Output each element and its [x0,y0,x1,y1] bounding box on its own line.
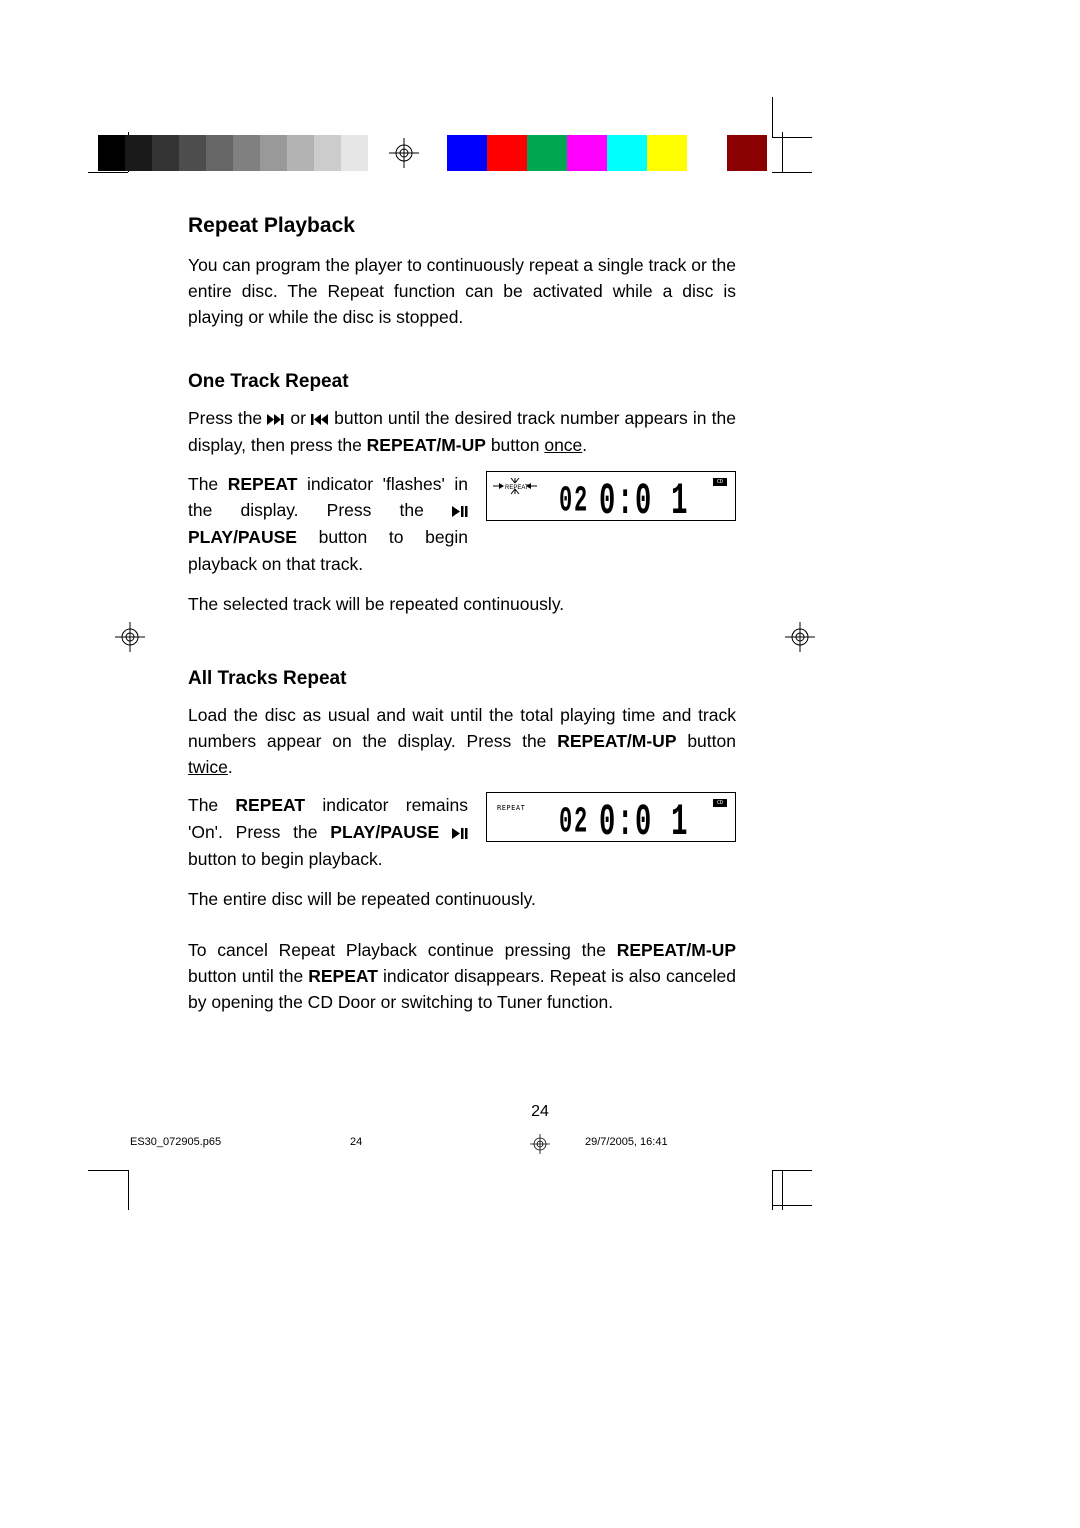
footer-page: 24 [350,1136,362,1148]
row-all-tracks-lcd: The REPEAT indicator remains 'On'. Press… [188,792,736,872]
text: The [188,474,228,494]
row-one-track-lcd: The REPEAT indicator 'flashes' in the di… [188,471,736,577]
lcd-cd-indicator: CD [713,799,727,807]
one-track-p2: The REPEAT indicator 'flashes' in the di… [188,471,468,577]
swatch [341,135,368,171]
page-content: Repeat Playback You can program the play… [188,210,736,1027]
swatch [98,135,125,171]
swatch [567,135,607,171]
text: To cancel Repeat Playback continue press… [188,940,617,960]
swatch [314,135,341,171]
all-tracks-p1: Load the disc as usual and wait until th… [188,702,736,781]
play-pause-label: PLAY/PAUSE [330,822,439,842]
swatch [233,135,260,171]
crop-mark [782,1170,783,1210]
repeat-mup-label: REPEAT/M-UP [557,731,676,751]
lcd-track: 02 [559,482,594,521]
page-number: 24 [0,1103,1080,1121]
crop-mark [772,172,812,173]
repeat-word: REPEAT [235,795,305,815]
lcd-time: 0:0 1 [599,478,705,526]
repeat-word: REPEAT [308,966,378,986]
crop-mark [772,137,812,138]
repeat-mup-label: REPEAT/M-UP [367,435,486,455]
swatch [260,135,287,171]
intro-paragraph: You can program the player to continuous… [188,252,736,331]
text: button [677,731,736,751]
text: or [290,408,311,428]
color-bar [447,135,767,171]
swatch [647,135,687,171]
play-pause-icon [452,820,468,846]
swatch [287,135,314,171]
swatch [687,135,727,171]
one-track-p1: Press the or button until the desired tr… [188,405,736,459]
play-pause-label: PLAY/PAUSE [188,527,297,547]
swatch [487,135,527,171]
lcd-repeat-label: REPEAT [505,485,529,491]
registration-target-icon [389,138,419,168]
repeat-mup-label: REPEAT/M-UP [617,940,736,960]
crop-mark [782,132,783,172]
text: . [582,435,587,455]
swatch [727,135,767,171]
swatch [447,135,487,171]
play-pause-icon [452,498,468,524]
registration-target-icon [530,1134,550,1157]
text: button until the [188,966,308,986]
one-track-p3: The selected track will be repeated cont… [188,591,736,617]
crop-mark [128,1170,129,1210]
lcd-display-one-track: REPEAT 02 0:0 1 CD [486,471,736,521]
crop-mark [88,172,128,173]
heading-one-track-repeat: One Track Repeat [188,368,736,397]
cancel-paragraph: To cancel Repeat Playback continue press… [188,937,736,1016]
crop-mark [772,1205,812,1206]
swatch [125,135,152,171]
heading-repeat-playback: Repeat Playback [188,210,736,242]
swatch [527,135,567,171]
repeat-word: REPEAT [228,474,298,494]
footer-filename: ES30_072905.p65 [130,1136,221,1148]
grayscale-bar [98,135,368,171]
swatch [152,135,179,171]
text: Press the [188,408,267,428]
registration-target-icon [785,622,815,652]
crop-mark [88,1170,128,1171]
crop-mark [772,97,773,137]
twice-word: twice [188,757,228,777]
heading-all-tracks-repeat: All Tracks Repeat [188,665,736,694]
once-word: once [544,435,582,455]
crop-mark [772,1170,812,1171]
lcd-repeat-label: REPEAT [497,803,525,814]
repeat-flash-icon: REPEAT [493,478,537,508]
footer: ES30_072905.p65 24 29/7/2005, 16:41 [130,1136,950,1148]
text: button to begin playback. [188,849,383,869]
swatch [206,135,233,171]
text: The [188,795,235,815]
text: button [491,435,545,455]
fast-forward-icon [267,406,285,432]
all-tracks-p3: The entire disc will be repeated continu… [188,886,736,912]
lcd-time: 0:0 1 [599,799,705,847]
lcd-track: 02 [559,803,594,842]
footer-datetime: 29/7/2005, 16:41 [585,1136,668,1148]
lcd-cd-indicator: CD [713,478,727,486]
crop-mark [772,1170,773,1210]
swatch [179,135,206,171]
lcd-display-all-tracks: REPEAT 02 0:0 1 CD [486,792,736,842]
rewind-icon [311,406,329,432]
registration-target-icon [115,622,145,652]
all-tracks-p2: The REPEAT indicator remains 'On'. Press… [188,792,468,872]
swatch [607,135,647,171]
text: . [228,757,233,777]
